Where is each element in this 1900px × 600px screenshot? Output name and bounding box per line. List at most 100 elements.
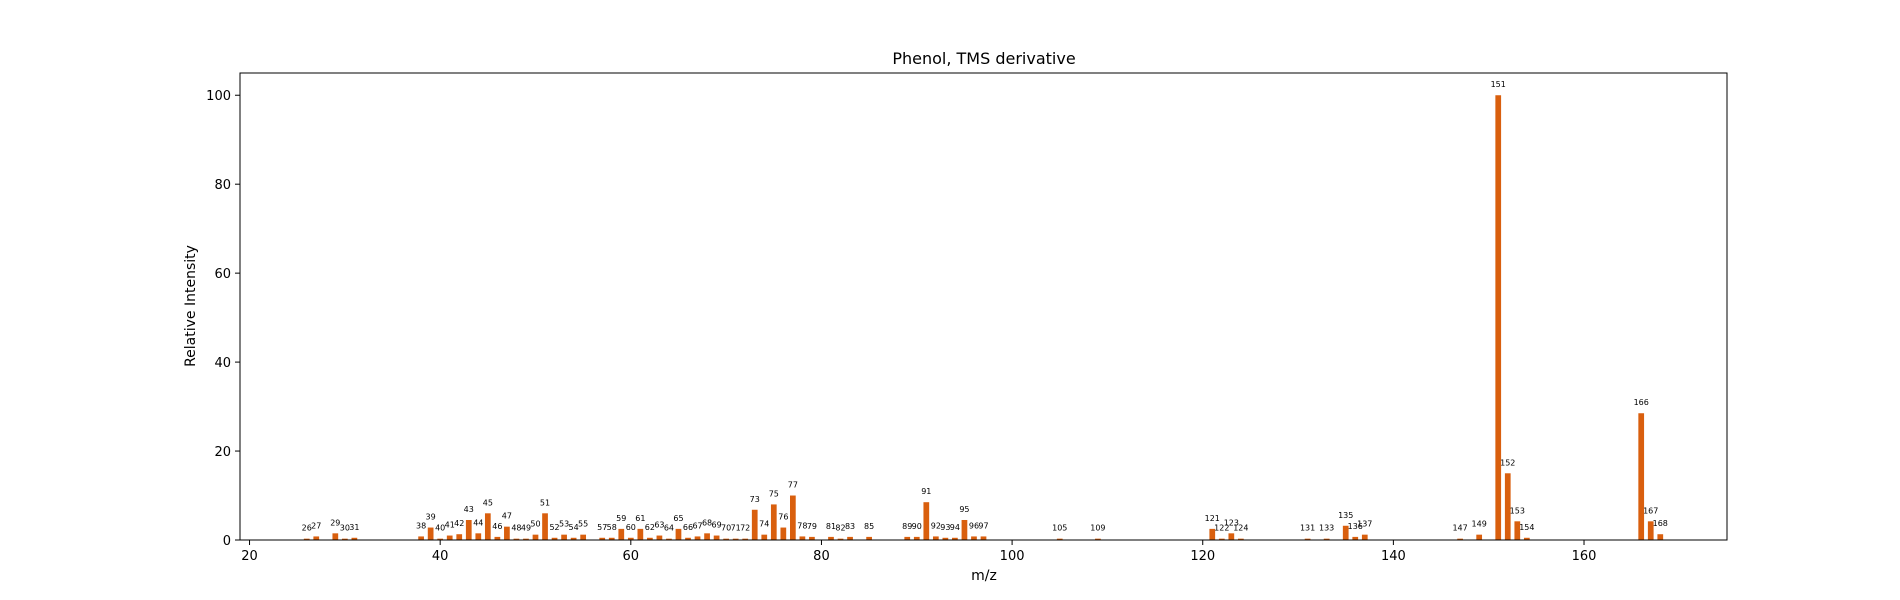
bar-mz-39 [427,527,434,540]
bar-mz-89 [904,536,911,540]
plot-frame [239,72,1728,541]
bar-mz-51 [542,513,548,540]
bar-mz-48 [513,538,520,540]
peak-label-67: 67 [692,521,702,530]
peak-label-52: 52 [549,523,559,532]
bar-mz-60 [627,537,634,540]
bar-mz-147 [1457,538,1463,540]
bar-mz-133 [1323,538,1330,540]
bar-mz-75 [770,504,777,540]
peak-label-151: 151 [1491,80,1506,89]
peak-label-105: 105 [1052,524,1067,533]
bar-mz-151 [1495,95,1502,541]
bar-mz-92 [932,536,939,540]
bar-mz-65 [675,528,682,540]
bar-mz-95 [961,519,968,540]
y-tick-label: 100 [206,89,231,104]
peak-label-50: 50 [530,520,540,529]
bar-mz-64 [666,538,672,540]
peak-label-41: 41 [445,521,455,530]
peak-label-27: 27 [311,521,321,530]
chart-title: Phenol, TMS derivative [892,49,1075,68]
bar-mz-55 [580,534,587,540]
peak-label-149: 149 [1472,520,1487,529]
peak-label-90: 90 [912,522,922,531]
peak-label-49: 49 [521,524,531,533]
x-tick-label: 120 [1190,549,1215,564]
peak-label-109: 109 [1090,524,1105,533]
bar-mz-166 [1638,413,1645,540]
peak-label-61: 61 [635,514,645,523]
bar-mz-153 [1514,521,1521,540]
peak-label-82: 82 [835,524,845,533]
x-tick-label: 40 [432,549,449,564]
x-tick-label: 60 [623,549,640,564]
bar-mz-123 [1228,533,1235,540]
peak-label-51: 51 [540,498,550,507]
bar-mz-109 [1095,538,1101,540]
bar-mz-73 [751,509,758,540]
bar-mz-149 [1476,534,1483,540]
peak-label-95: 95 [959,505,969,514]
bar-mz-93 [942,537,949,540]
peak-label-40: 40 [435,524,445,533]
peak-label-62: 62 [645,523,655,532]
peak-label-53: 53 [559,520,569,529]
bar-mz-136 [1352,536,1359,540]
bar-mz-77 [790,495,796,540]
peak-label-147: 147 [1452,524,1467,533]
bar-mz-29 [332,533,339,540]
bar-mz-82 [837,538,844,540]
bar-mz-78 [799,536,806,540]
bar-mz-41 [446,535,453,540]
bar-mz-131 [1304,538,1311,540]
peak-label-29: 29 [330,518,340,527]
peak-label-57: 57 [597,523,607,532]
peak-label-152: 152 [1500,458,1515,467]
bar-mz-135 [1342,525,1349,540]
bar-mz-44 [475,533,482,540]
peak-label-64: 64 [664,524,674,533]
peak-label-133: 133 [1319,524,1334,533]
bar-mz-76 [780,527,787,540]
peak-label-122: 122 [1214,524,1229,533]
peak-label-78: 78 [797,521,807,530]
peak-label-77: 77 [788,481,798,490]
peak-label-44: 44 [473,518,483,527]
bar-mz-91 [923,502,930,540]
bar-mz-57 [599,537,606,540]
bar-mz-66 [685,537,691,540]
y-tick-label: 60 [214,267,231,282]
bar-mz-26 [303,538,310,540]
bar-mz-30 [341,538,348,540]
peak-label-48: 48 [511,524,521,533]
x-tick-label: 160 [1572,549,1597,564]
y-tick-label: 40 [214,356,231,371]
peak-label-93: 93 [940,523,950,532]
bar-mz-121 [1209,528,1216,540]
bar-mz-81 [828,536,834,540]
bar-mz-97 [980,536,987,540]
bar-mz-31 [351,537,358,540]
bar-mz-46 [494,536,501,540]
peak-label-68: 68 [702,518,712,527]
bar-mz-96 [971,536,977,540]
bar-mz-167 [1647,521,1654,540]
peak-label-76: 76 [778,513,788,522]
peak-label-65: 65 [673,514,683,523]
bar-mz-68 [704,533,710,540]
bar-mz-54 [570,537,577,540]
bar-mz-38 [418,536,424,540]
peak-label-83: 83 [845,522,855,531]
bar-mz-53 [561,534,567,540]
bar-mz-69 [713,535,720,540]
bar-mz-62 [647,537,653,540]
bar-mz-67 [694,536,701,540]
bar-mz-71 [732,538,739,540]
peak-label-31: 31 [349,523,359,532]
peak-label-121: 121 [1205,514,1220,523]
peak-label-136: 136 [1348,522,1363,531]
bar-mz-152 [1504,473,1511,540]
peak-label-46: 46 [492,522,502,531]
